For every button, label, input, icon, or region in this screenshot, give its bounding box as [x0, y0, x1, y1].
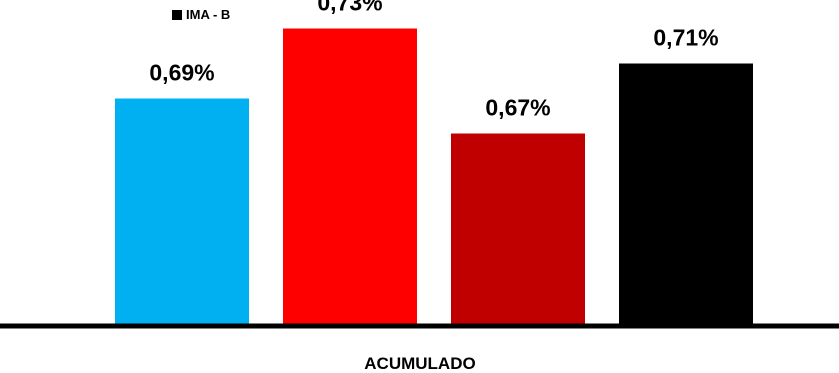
legend: IMA - B — [172, 7, 230, 22]
x-axis-label: ACUMULADO — [364, 354, 475, 373]
bars-group — [115, 28, 753, 326]
bar-3 — [451, 133, 585, 326]
legend-swatch — [172, 9, 182, 20]
data-label-4: 0,71% — [653, 25, 718, 51]
value-labels-group: 0,69% 0,73% 0,67% 0,71% — [149, 0, 718, 121]
data-label-1: 0,69% — [149, 60, 214, 86]
legend-label: IMA - B — [186, 7, 231, 22]
data-label-3: 0,67% — [485, 95, 550, 121]
bar-2 — [283, 28, 417, 326]
data-label-2: 0,73% — [317, 0, 382, 16]
bar-1 — [115, 98, 249, 326]
bar-4 — [619, 63, 753, 326]
